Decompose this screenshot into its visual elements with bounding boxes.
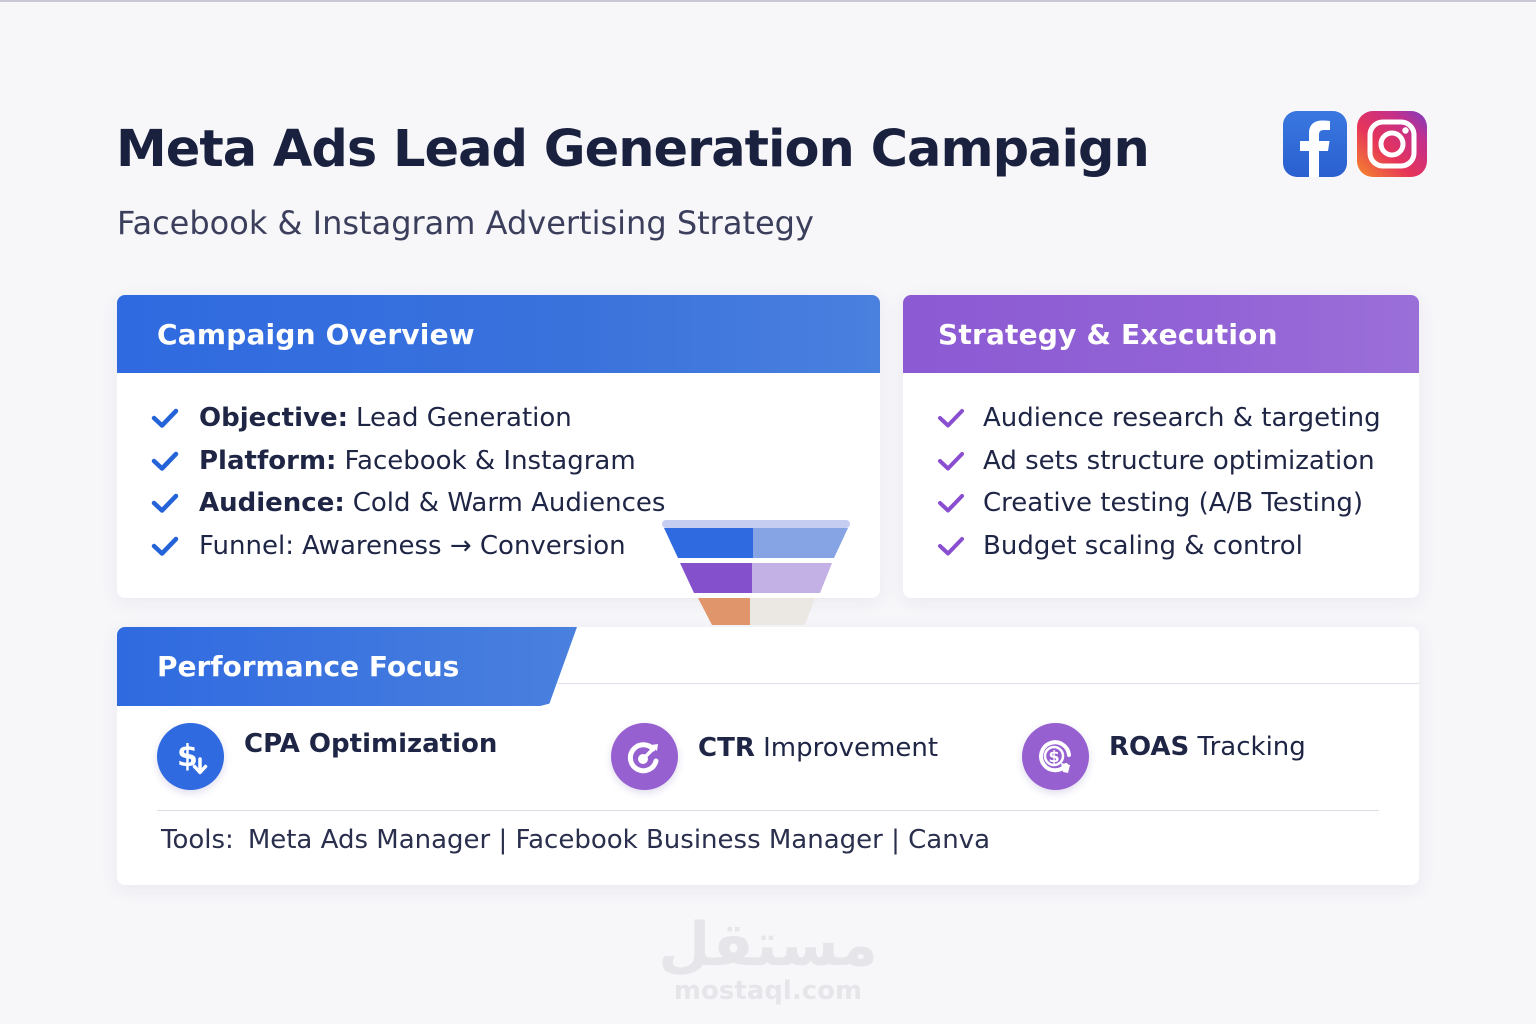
divider	[157, 810, 1379, 811]
check-icon	[151, 451, 179, 471]
watermark-arabic: مستقل	[658, 910, 878, 980]
metric-cpa: $ CPA Optimization	[157, 723, 497, 790]
performance-focus-header: Performance Focus	[117, 627, 577, 706]
strategy-item: Ad sets structure optimization	[903, 440, 1419, 483]
strategy-list: Audience research & targeting Ad sets st…	[903, 373, 1419, 567]
dollar-search-icon: $	[1022, 723, 1089, 790]
svg-text:$: $	[1048, 747, 1059, 766]
overview-item-audience: Audience: Cold & Warm Audiences	[117, 482, 880, 525]
strategy-item: Budget scaling & control	[903, 525, 1419, 568]
overview-item-funnel: Funnel: Awareness → Conversion	[117, 525, 880, 568]
header-divider	[557, 683, 1419, 684]
overview-item-platform: Platform: Facebook & Instagram	[117, 440, 880, 483]
svg-text:$: $	[177, 739, 198, 774]
tools-line: Tools: Meta Ads Manager | Facebook Busine…	[161, 825, 990, 855]
watermark-domain: mostaql.com	[673, 976, 863, 1006]
performance-focus-card: Performance Focus $ CPA Optimization CTR…	[117, 627, 1419, 885]
facebook-logo-icon	[1283, 111, 1347, 177]
page-title: Meta Ads Lead Generation Campaign	[116, 120, 1150, 179]
strategy-item: Audience research & targeting	[903, 397, 1419, 440]
metric-roas: $ ROAS Tracking	[1022, 723, 1306, 790]
strategy-execution-card: Strategy & Execution Audience research &…	[903, 295, 1419, 598]
check-icon	[151, 409, 179, 428]
strategy-item: Creative testing (A/B Testing)	[903, 482, 1419, 525]
watermark: مستقل mostaql.com	[0, 910, 1536, 1006]
check-icon	[938, 536, 964, 556]
page-subtitle: Facebook & Instagram Advertising Strateg…	[117, 204, 814, 242]
funnel-icon	[662, 520, 850, 625]
campaign-overview-header: Campaign Overview	[117, 295, 880, 373]
strategy-execution-header: Strategy & Execution	[903, 295, 1419, 373]
check-icon	[151, 494, 179, 513]
check-icon	[938, 451, 964, 471]
check-icon	[938, 494, 964, 513]
overview-item-objective: Objective: Lead Generation	[117, 397, 880, 440]
tools-label: Tools:	[161, 825, 234, 855]
dollar-down-icon: $	[157, 723, 224, 790]
tools-list: Meta Ads Manager | Facebook Business Man…	[247, 825, 991, 855]
instagram-logo-icon	[1357, 111, 1427, 177]
check-icon	[151, 536, 179, 556]
target-click-icon	[611, 723, 678, 790]
metric-ctr: CTR Improvement	[611, 723, 938, 790]
overview-list: Objective: Lead Generation Platform: Fac…	[117, 373, 880, 567]
check-icon	[938, 409, 964, 428]
